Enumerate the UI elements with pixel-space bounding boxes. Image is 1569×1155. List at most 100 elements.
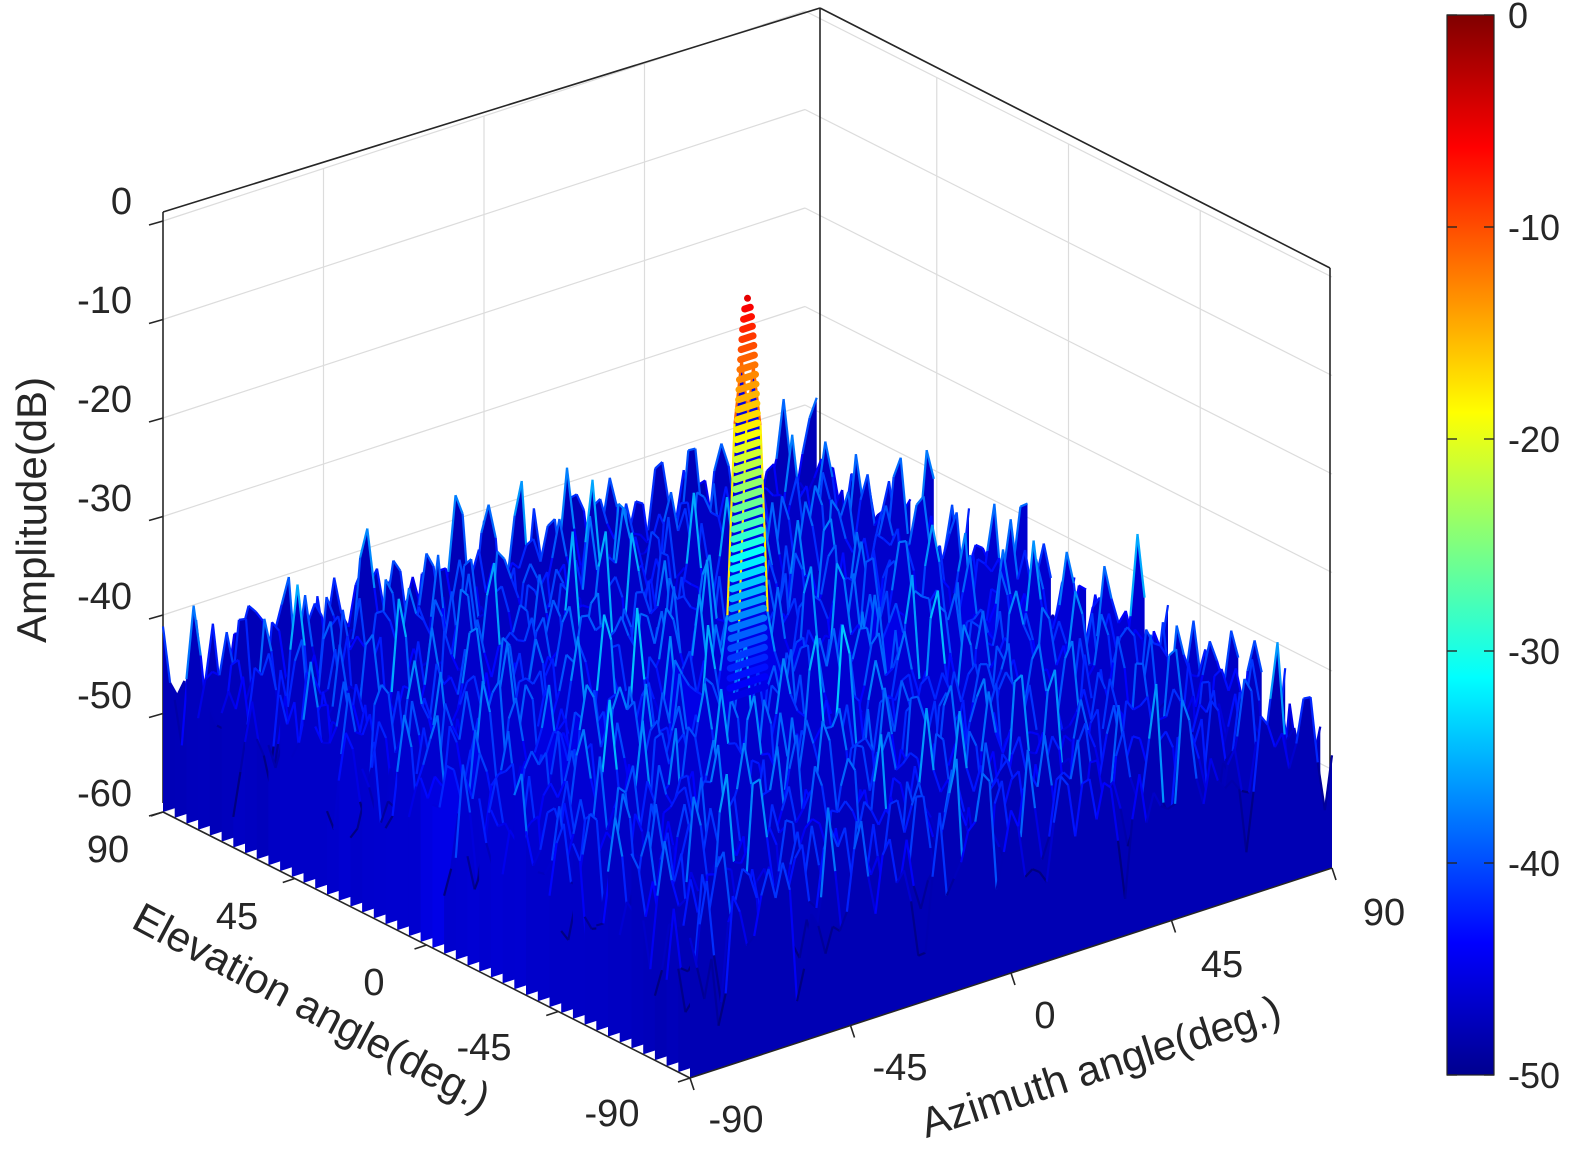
- surface-edge: [779, 712, 789, 757]
- surface-edge: [572, 799, 582, 835]
- surface-edge: [835, 562, 846, 580]
- surface-edge: [945, 878, 955, 896]
- surface-edge: [428, 663, 438, 723]
- surface-edge: [588, 515, 599, 571]
- surface-edge: [384, 578, 394, 594]
- surface-edge: [703, 496, 713, 513]
- surface-edge: [801, 844, 811, 902]
- surface-edge: [840, 491, 850, 516]
- surface-edge: [1096, 565, 1106, 637]
- surface-edge: [617, 786, 627, 794]
- surface-edge: [478, 798, 488, 844]
- main-lobe-slice: [734, 409, 761, 424]
- surface-edge: [677, 507, 687, 532]
- main-lobe-slice: [735, 380, 760, 394]
- surface-edge: [802, 566, 813, 594]
- surface-edge: [728, 742, 736, 745]
- surface-edge: [641, 720, 651, 793]
- surface-edge: [606, 523, 616, 540]
- surface-edge: [1028, 750, 1037, 755]
- surface-edge: [922, 795, 932, 849]
- surface-edge: [1009, 519, 1019, 580]
- surface-edge: [1108, 678, 1119, 708]
- tick-mark: [677, 1077, 691, 1083]
- surface-edge: [892, 457, 902, 478]
- surface-edge: [1303, 696, 1311, 700]
- surface-edge: [1269, 642, 1279, 699]
- z-tick-label: -30: [77, 478, 132, 520]
- surface-edge: [647, 468, 657, 531]
- surface-edge: [460, 588, 469, 597]
- surface-edge: [894, 603, 905, 634]
- surface-edge: [1083, 654, 1093, 699]
- surface-edge: [968, 554, 979, 617]
- elevation-tick-label: -90: [585, 1093, 640, 1135]
- surface-edge: [397, 598, 408, 638]
- surface-edge: [887, 602, 898, 623]
- surface-edge: [532, 849, 542, 867]
- surface-edge: [634, 536, 644, 566]
- surface-edge: [255, 738, 265, 756]
- surface-edge: [827, 807, 837, 872]
- surface-edge: [584, 479, 594, 543]
- azimuth-tick-label: 45: [1201, 944, 1243, 986]
- azimuth-tick-label: 0: [1034, 995, 1055, 1037]
- surface-edge: [1010, 770, 1020, 781]
- surface-edge: [759, 424, 769, 612]
- surface-edge: [599, 498, 609, 525]
- surface-edge: [523, 750, 533, 770]
- surface-edge: [1061, 724, 1071, 732]
- surface-edge: [798, 485, 808, 499]
- surface-edge: [661, 692, 671, 724]
- surface-edge: [899, 457, 909, 535]
- surface-edge: [1055, 645, 1065, 666]
- surface-edge: [839, 758, 850, 787]
- surface-edge: [478, 752, 488, 773]
- surface-edge: [662, 491, 673, 522]
- surface-edge: [587, 615, 597, 631]
- surface-edge: [860, 820, 870, 877]
- tick-mark: [282, 877, 296, 884]
- surface-edge: [551, 518, 561, 559]
- surface-edge: [1286, 727, 1296, 740]
- surface-edge: [371, 634, 382, 698]
- surface-edge: [642, 591, 652, 615]
- surface-edge: [247, 604, 257, 613]
- surface-edge: [784, 434, 794, 493]
- surface-edge: [267, 653, 278, 691]
- surface-edge: [903, 805, 913, 833]
- surface-edge: [326, 648, 337, 690]
- surface-edge: [883, 687, 893, 735]
- surface-edge: [798, 919, 808, 959]
- surface-edge: [1033, 808, 1044, 860]
- surface-edge: [813, 765, 824, 787]
- surface-edge: [1114, 730, 1125, 757]
- surface-edge: [1056, 658, 1067, 713]
- surface-edge: [803, 913, 813, 969]
- surface-edge: [546, 518, 556, 527]
- surface-edge: [678, 898, 687, 907]
- z-tick-labels: 0 -10 -20 -30 -40 -50 -60: [77, 181, 132, 815]
- surface-edge: [1195, 778, 1205, 805]
- azimuth-tick-labels: -90 -45 0 45 90: [709, 892, 1406, 1141]
- surface-edge: [618, 686, 629, 711]
- tick-mark: [148, 417, 164, 423]
- surface-edge: [517, 639, 525, 643]
- main-lobe-slice: [726, 653, 769, 672]
- surface-edge: [961, 554, 971, 593]
- surface-edge: [1082, 689, 1093, 720]
- surface-edge: [1001, 731, 1012, 754]
- surface-edge: [939, 779, 949, 793]
- surface-edge: [864, 737, 874, 751]
- surface-edge: [910, 669, 920, 695]
- surface-edge: [1198, 703, 1208, 714]
- box-edge-top-right: [819, 7, 1331, 269]
- surface-edge: [877, 808, 887, 826]
- surface-edge: [1043, 735, 1053, 786]
- surface-edge: [872, 734, 883, 782]
- surface-edge: [719, 615, 729, 671]
- surface-edge: [884, 505, 895, 537]
- surface-edge: [606, 807, 616, 830]
- surface-edge: [967, 821, 977, 832]
- surface-edge: [712, 955, 723, 1003]
